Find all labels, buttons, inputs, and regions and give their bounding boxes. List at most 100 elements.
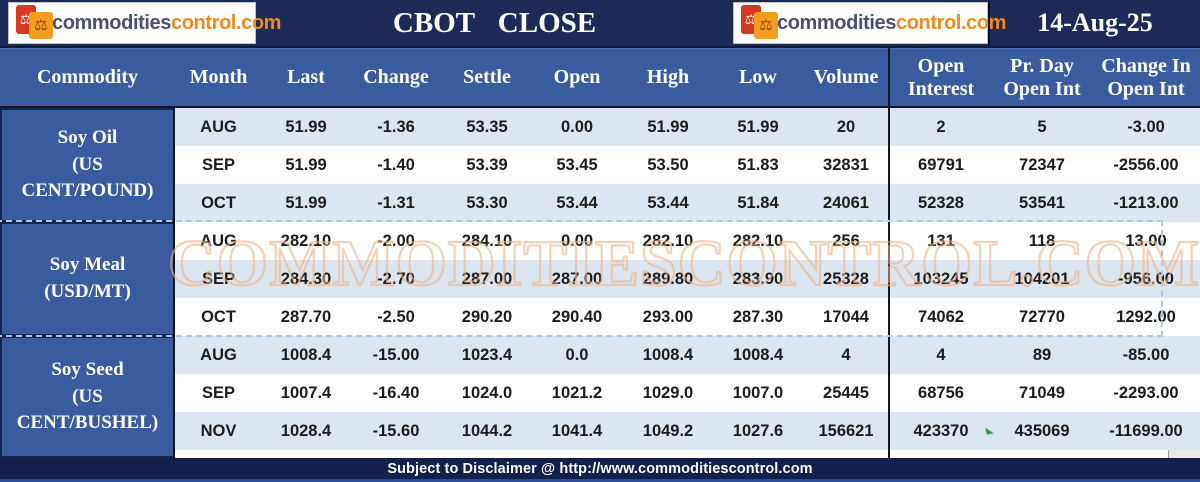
cell-high: 293.00: [642, 307, 694, 326]
cell-open-interest: 52328: [918, 193, 964, 212]
cell-open-interest: 103245: [913, 269, 969, 288]
group-commodity-name: Soy Meal: [49, 254, 126, 276]
cell-change: -15.00: [372, 345, 420, 364]
cell-volume: 32831: [823, 155, 869, 174]
cell-high: 1029.0: [642, 383, 694, 402]
cell-month: SEP: [201, 383, 236, 402]
cell-change-in-open-int: 1292.00: [1116, 307, 1176, 326]
column-header-high: High: [646, 66, 690, 88]
column-header-open: Open: [553, 66, 601, 88]
cell-volume: 17044: [823, 307, 869, 326]
cell-last: 51.99: [285, 155, 327, 174]
cell-open: 0.00: [560, 231, 594, 250]
cell-volume: 256: [832, 231, 860, 250]
cell-settle: 53.30: [466, 193, 508, 212]
disclaimer-link[interactable]: Subject to Disclaimer @ http://www.commo…: [387, 460, 813, 477]
commoditiescontrol-logo-left[interactable]: ⚖ ⚖ commoditiescontrol.com: [8, 2, 281, 44]
cell-open: 287.00: [551, 269, 603, 288]
cell-high: 51.99: [647, 117, 689, 136]
cell-month: OCT: [201, 193, 236, 212]
cell-settle: 1044.2: [461, 421, 513, 440]
cell-pr-day-open-int: 71049: [1019, 383, 1065, 402]
cell-low: 287.30: [732, 307, 784, 326]
volume-divider-line: [888, 48, 890, 458]
cell-change-in-open-int: -1213.00: [1113, 193, 1179, 212]
cell-change: -15.60: [372, 421, 420, 440]
table-row: SEP 284.30 -2.70 287.00 287.00 289.80 283.90 25…: [175, 260, 1200, 298]
cell-month: AUG: [200, 231, 237, 250]
cell-settle: 290.20: [461, 307, 513, 326]
header-row: Commodity Month Last Change Settle Open High Lo…: [0, 48, 1200, 108]
logo-text: commoditiescontrol.com: [52, 12, 281, 35]
cell-open: 1021.2: [551, 383, 603, 402]
cell-change: -2.50: [377, 307, 415, 326]
table-row: OCT 51.99 -1.31 53.30 53.44 53.44 51.84 24061 52…: [175, 184, 1200, 222]
cell-change-in-open-int: -3.00: [1127, 117, 1165, 136]
cell-volume: 4: [841, 345, 851, 364]
cell-month: AUG: [200, 345, 237, 364]
cell-month: SEP: [201, 269, 236, 288]
group-label-soy-seed: Soy Seed (US CENT/BUSHEL): [0, 336, 175, 458]
cell-change: -2.00: [377, 231, 415, 250]
column-header-month: Month: [189, 66, 248, 88]
group-commodity-unit: (US CENT/BUSHEL): [16, 385, 159, 434]
cell-month: SEP: [201, 155, 236, 174]
cell-settle: 1024.0: [461, 383, 513, 402]
cell-change-in-open-int: -85.00: [1122, 345, 1170, 364]
cell-change: -1.40: [377, 155, 415, 174]
cell-month: OCT: [201, 307, 236, 326]
column-header-commodity: Commodity: [36, 66, 139, 88]
cell-high: 53.44: [647, 193, 689, 212]
report-date: 14-Aug-25: [1037, 8, 1153, 37]
commoditiescontrol-logo-right[interactable]: ⚖ ⚖ commoditiescontrol.com: [733, 2, 1006, 44]
cell-settle: 284.10: [461, 231, 513, 250]
cell-low: 283.90: [732, 269, 784, 288]
group-label-soy-oil: Soy Oil (US CENT/POUND): [0, 108, 175, 222]
cell-open-interest: 74062: [918, 307, 964, 326]
cell-open: 53.44: [556, 193, 598, 212]
scales-logo-icon: ⚖ ⚖: [739, 4, 779, 42]
cell-low: 51.83: [737, 155, 779, 174]
bottom-sliver-gray: [1169, 450, 1200, 458]
cell-pr-day-open-int: 5: [1037, 117, 1047, 136]
table-row: OCT 287.70 -2.50 290.20 290.40 293.00 287.30 17…: [175, 298, 1200, 336]
cell-pr-day-open-int: 72770: [1019, 307, 1065, 326]
cell-change: -1.31: [377, 193, 415, 212]
cell-month: AUG: [200, 117, 237, 136]
cell-open: 1041.4: [551, 421, 603, 440]
cell-low: 51.99: [737, 117, 779, 136]
sliver-divider-line: [1168, 450, 1169, 458]
scales-logo-icon: ⚖ ⚖: [14, 4, 54, 42]
logo-text-control: control.com: [170, 11, 282, 34]
cell-last: 1008.4: [280, 345, 332, 364]
cell-low: 51.84: [737, 193, 779, 212]
cell-open: 0.00: [560, 117, 594, 136]
cell-open-interest: 131: [927, 231, 955, 250]
scale-icon: ⚖: [29, 12, 53, 39]
cell-change-in-open-int: 13.00: [1125, 231, 1167, 250]
cell-settle: 53.39: [466, 155, 508, 174]
cell-pr-day-open-int: 89: [1032, 345, 1052, 364]
cell-last: 282.10: [280, 231, 332, 250]
topbar-divider: [988, 0, 990, 48]
cell-open-interest: 423370: [913, 421, 969, 440]
column-header-change-in-open-int: Change In Open Int: [1101, 54, 1191, 100]
cell-volume: 25328: [823, 269, 869, 288]
cell-open-interest: 69791: [918, 155, 964, 174]
cell-open-interest: 68756: [918, 383, 964, 402]
cell-low: 1008.4: [732, 345, 784, 364]
cell-open-interest: 4: [936, 345, 946, 364]
cell-change: -2.70: [377, 269, 415, 288]
cell-last: 287.70: [280, 307, 332, 326]
logo-text-commodities: commodities: [777, 11, 896, 34]
cell-pr-day-open-int: 104201: [1014, 269, 1070, 288]
cell-pr-day-open-int: 435069: [1014, 421, 1070, 440]
cell-last: 51.99: [285, 193, 327, 212]
logo-text: commoditiescontrol.com: [777, 12, 1006, 35]
table-row: AUG 282.10 -2.00 284.10 0.00 282.10 282.10 256 1…: [175, 222, 1200, 260]
table-row: SEP 1007.4 -16.40 1024.0 1021.2 1029.0 1007.0 2…: [175, 374, 1200, 412]
table-row: SEP 51.99 -1.40 53.39 53.45 53.50 51.83 32831 69…: [175, 146, 1200, 184]
bottom-sliver: [175, 450, 1200, 458]
cell-settle: 287.00: [461, 269, 513, 288]
table-row: AUG 1008.4 -15.00 1023.4 0.0 1008.4 1008.4 4 4 89…: [175, 336, 1200, 374]
